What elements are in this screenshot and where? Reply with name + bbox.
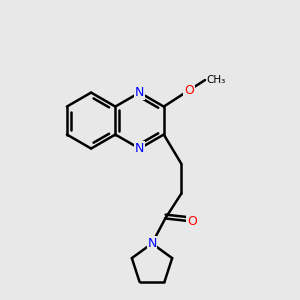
Text: O: O: [187, 215, 197, 228]
Text: N: N: [135, 142, 144, 155]
Text: N: N: [135, 86, 144, 99]
Text: CH₃: CH₃: [206, 75, 226, 85]
Text: O: O: [184, 84, 194, 97]
Text: N: N: [147, 237, 157, 250]
